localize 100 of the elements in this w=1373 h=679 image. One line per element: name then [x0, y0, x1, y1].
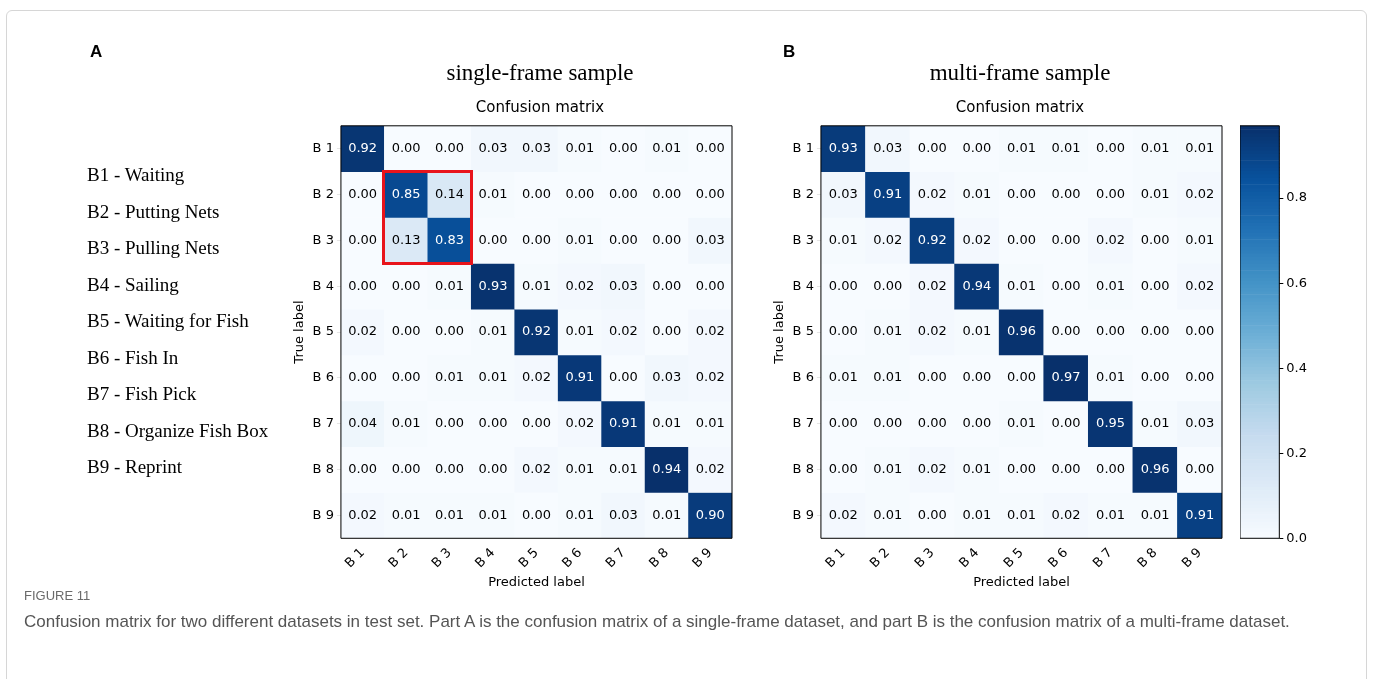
text: B5 - Waiting for Fish	[87, 309, 249, 333]
data-label: 0.02	[348, 506, 378, 522]
x-tick-label: B 6	[1044, 544, 1071, 571]
data-label: 0.01	[391, 415, 421, 431]
data-label: 0.02	[521, 369, 551, 385]
data-label: 0.00	[962, 369, 992, 385]
data-label: 0.00	[478, 460, 508, 476]
data-label: 0.01	[1140, 140, 1170, 156]
y-tick-label: B 4	[312, 277, 334, 293]
data-label: 0.00	[521, 415, 551, 431]
data-label: 0.01	[962, 506, 992, 522]
data-label: 0.97	[1051, 369, 1081, 385]
data-label: 0.02	[828, 506, 858, 522]
data-label: 0.01	[565, 506, 595, 522]
data-label: 0.90	[695, 506, 725, 522]
data-label: 0.01	[1096, 506, 1126, 522]
data-label: 0.00	[917, 415, 947, 431]
data-label: 0.02	[1051, 506, 1081, 522]
y-tick-label: B 8	[792, 460, 814, 476]
data-label: 0.00	[1096, 323, 1126, 339]
data-label: 0.01	[873, 506, 903, 522]
x-tick-label: B 5	[515, 544, 541, 571]
data-label: 0.00	[962, 140, 992, 156]
data-label: 0.02	[1096, 231, 1126, 247]
data-label: 0.94	[652, 460, 682, 476]
data-label: 0.00	[1096, 185, 1126, 201]
data-label: 0.01	[1140, 185, 1170, 201]
data-label: 0.01	[1185, 140, 1215, 156]
data-label: 0.00	[348, 185, 378, 201]
data-label: 0.01	[565, 140, 595, 156]
text: B1 - Waiting	[87, 163, 185, 187]
text: A	[90, 42, 103, 62]
data-label: 0.92	[917, 231, 947, 247]
data-label: 0.01	[1006, 506, 1036, 522]
data-label: 0.00	[1185, 323, 1215, 339]
data-label: 0.00	[435, 415, 465, 431]
data-label: 0.00	[873, 277, 903, 293]
data-label: 0.00	[1096, 140, 1126, 156]
data-label: 0.01	[391, 506, 421, 522]
data-label: 0.01	[962, 323, 992, 339]
y-tick-label: B 7	[312, 415, 334, 431]
data-label: 0.00	[1051, 277, 1081, 293]
x-tick-label: B 7	[602, 544, 628, 571]
data-label: 0.02	[695, 460, 725, 476]
data-label: 0.03	[652, 369, 682, 385]
data-label: 0.00	[962, 415, 992, 431]
x-tick-label: B 9	[1178, 544, 1205, 571]
x-tick-label: B 6	[558, 544, 585, 571]
data-label: 0.01	[521, 277, 551, 293]
data-label: 0.94	[962, 277, 992, 293]
data-label: 0.01	[478, 369, 508, 385]
data-label: 0.01	[1140, 506, 1170, 522]
data-label: 0.02	[917, 185, 947, 201]
data-label: 0.00	[521, 231, 551, 247]
x-tick-label: B 9	[689, 544, 715, 571]
data-label: 0.01	[1051, 140, 1081, 156]
y-tick-label: B 2	[312, 185, 334, 201]
y-tick-label: B 9	[792, 506, 814, 522]
x-axis-title: Predicted label	[488, 573, 585, 589]
data-label: 0.00	[1140, 277, 1170, 293]
data-label: 0.01	[565, 231, 595, 247]
data-label: 0.01	[873, 460, 903, 476]
color-bar-label: 0.6	[1286, 274, 1308, 290]
data-label: 0.02	[917, 323, 947, 339]
data-label: 0.01	[652, 415, 682, 431]
text: B8 - Organize Fish Box	[87, 418, 269, 443]
data-label: 0.01	[435, 369, 465, 385]
data-label: 0.00	[652, 231, 682, 247]
data-label: 0.02	[917, 277, 947, 293]
x-tick-label: B 3	[911, 544, 937, 571]
x-tick-label: B 2	[866, 544, 893, 571]
y-tick-label: B 6	[312, 369, 334, 385]
data-label: 0.03	[608, 506, 638, 522]
data-label: 0.00	[1051, 323, 1081, 339]
data-label: 0.00	[695, 277, 725, 293]
data-label: 0.00	[1185, 460, 1215, 476]
data-label: 0.00	[391, 460, 421, 476]
y-tick-label: B 1	[312, 140, 334, 156]
data-label: 0.00	[391, 140, 421, 156]
data-label: 0.00	[608, 369, 638, 385]
data-label: 0.00	[608, 231, 638, 247]
y-tick-label: B 2	[792, 185, 814, 201]
data-label: 0.00	[608, 140, 638, 156]
x-tick-label: B 8	[1133, 544, 1160, 571]
data-label: 0.00	[435, 323, 465, 339]
color-bar-label: 0.2	[1286, 444, 1308, 460]
data-label: 0.00	[1006, 369, 1036, 385]
x-tick-label: B 4	[471, 544, 498, 571]
y-axis-title: True label	[771, 300, 787, 365]
color-bar-label: 0.4	[1286, 359, 1308, 375]
text: B	[783, 42, 796, 62]
data-label: 0.03	[1185, 415, 1215, 431]
data-label: 0.01	[652, 140, 682, 156]
data-label: 0.01	[962, 185, 992, 201]
data-label: 0.14	[435, 185, 465, 201]
data-label: 0.03	[695, 231, 725, 247]
data-label: 0.03	[873, 140, 903, 156]
data-label: 0.01	[1006, 140, 1036, 156]
data-label: 0.93	[478, 277, 508, 293]
data-label: 0.01	[1096, 277, 1126, 293]
